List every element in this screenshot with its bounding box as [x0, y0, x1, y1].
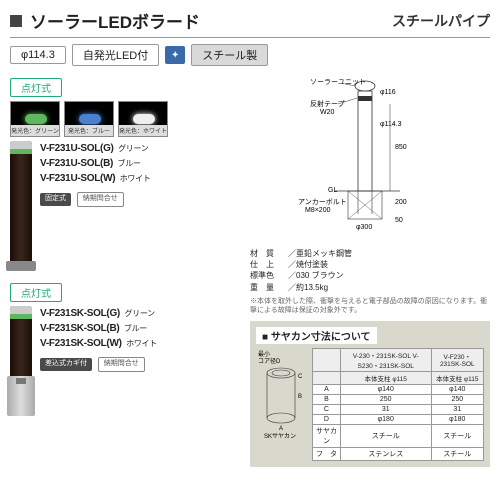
model-code: V-F231SK-SOL(G) グリーン: [40, 306, 240, 321]
model-code: V-F231SK-SOL(B) ブルー: [40, 321, 240, 336]
model-code: V-F231U-SOL(G) グリーン: [40, 141, 240, 156]
svg-text:50: 50: [395, 217, 403, 224]
model-code: V-F231U-SOL(B) ブルー: [40, 156, 240, 171]
svg-text:コア径D: コア径D: [258, 357, 281, 365]
svg-text:アンカーボルト: アンカーボルト: [298, 198, 347, 206]
model-code: V-F231U-SOL(W) ホワイト: [40, 171, 240, 186]
left-column: 点灯式 発光色：グリーン 発光色：ブルー 発光色：ホワイト V-F231U-SO…: [10, 74, 240, 467]
badge-material: スチール製: [191, 44, 268, 66]
section2-label: 点灯式: [10, 283, 62, 302]
svg-text:最小: 最小: [258, 350, 270, 358]
page-subtitle: スチールパイプ: [392, 11, 490, 31]
product-block-fixed: V-F231U-SOL(G) グリーン V-F231U-SOL(B) ブルー V…: [10, 141, 240, 271]
badge-diameter: φ114.3: [10, 46, 66, 64]
type-tag: 固定式: [40, 193, 71, 206]
model-code: V-F231SK-SOL(W) ホワイト: [40, 336, 240, 351]
thumbnail-row: 発光色：グリーン 発光色：ブルー 発光色：ホワイト: [10, 101, 240, 137]
label-solar: ソーラーユニット: [310, 78, 366, 86]
title-square-icon: [10, 15, 22, 27]
svg-text:M8×200: M8×200: [305, 207, 331, 214]
technical-diagram: ソーラーユニット φ116 反射テープ W20 φ114.3 850 GL: [250, 74, 490, 244]
svg-text:A: A: [279, 426, 283, 432]
type-tag: 差込式カギ付: [40, 358, 92, 371]
badge-led: 自発光LED付: [72, 44, 159, 66]
sayakan-diagram: 最小 コア径D C B A SKサヤカン: [256, 348, 306, 461]
product-block-sk: V-F231SK-SOL(G) グリーン V-F231SK-SOL(B) ブルー…: [10, 306, 240, 416]
badge-row: φ114.3 自発光LED付 ✦ スチール製: [10, 44, 490, 66]
svg-text:SKサヤカン: SKサヤカン: [264, 433, 296, 438]
pole-illustration-sk: [10, 306, 32, 416]
delivery-tag: 納期問合せ: [77, 192, 124, 207]
led-icon: ✦: [165, 46, 185, 64]
warning-note: ※本体を取外した際、衝撃を与えると電子部品の故障の原因になります。衝撃による故障…: [250, 297, 490, 315]
section1-label: 点灯式: [10, 78, 62, 97]
svg-text:φ116: φ116: [380, 89, 396, 96]
page-title: ソーラーLEDボラード: [30, 8, 200, 33]
sayakan-title: ■ サヤカン寸法について: [256, 327, 377, 344]
sayakan-box: ■ サヤカン寸法について 最小 コア径D C B: [250, 321, 490, 467]
svg-text:850: 850: [395, 144, 407, 151]
thumb-white: 発光色：ホワイト: [118, 101, 168, 137]
svg-text:B: B: [298, 394, 302, 400]
right-column: ソーラーユニット φ116 反射テープ W20 φ114.3 850 GL: [250, 74, 490, 467]
svg-text:φ114.3: φ114.3: [380, 121, 402, 128]
spec-list: 材 質／亜鉛メッキ鋼管 仕 上／焼付塗装 標準色／030 ブラウン 重 量／約1…: [250, 248, 490, 293]
delivery-tag: 納期問合せ: [98, 357, 145, 372]
svg-text:200: 200: [395, 199, 407, 206]
svg-text:C: C: [298, 374, 303, 380]
svg-text:GL: GL: [328, 187, 337, 194]
svg-text:W20: W20: [320, 109, 335, 116]
thumb-blue: 発光色：ブルー: [64, 101, 114, 137]
sayakan-table: V-230・231SK-SOL V-S230・231SK-SOLV-F230・2…: [312, 348, 484, 461]
title-row: ソーラーLEDボラード スチールパイプ: [10, 8, 490, 38]
thumb-green: 発光色：グリーン: [10, 101, 60, 137]
svg-text:φ300: φ300: [356, 224, 372, 231]
pole-illustration-fixed: [10, 141, 32, 271]
